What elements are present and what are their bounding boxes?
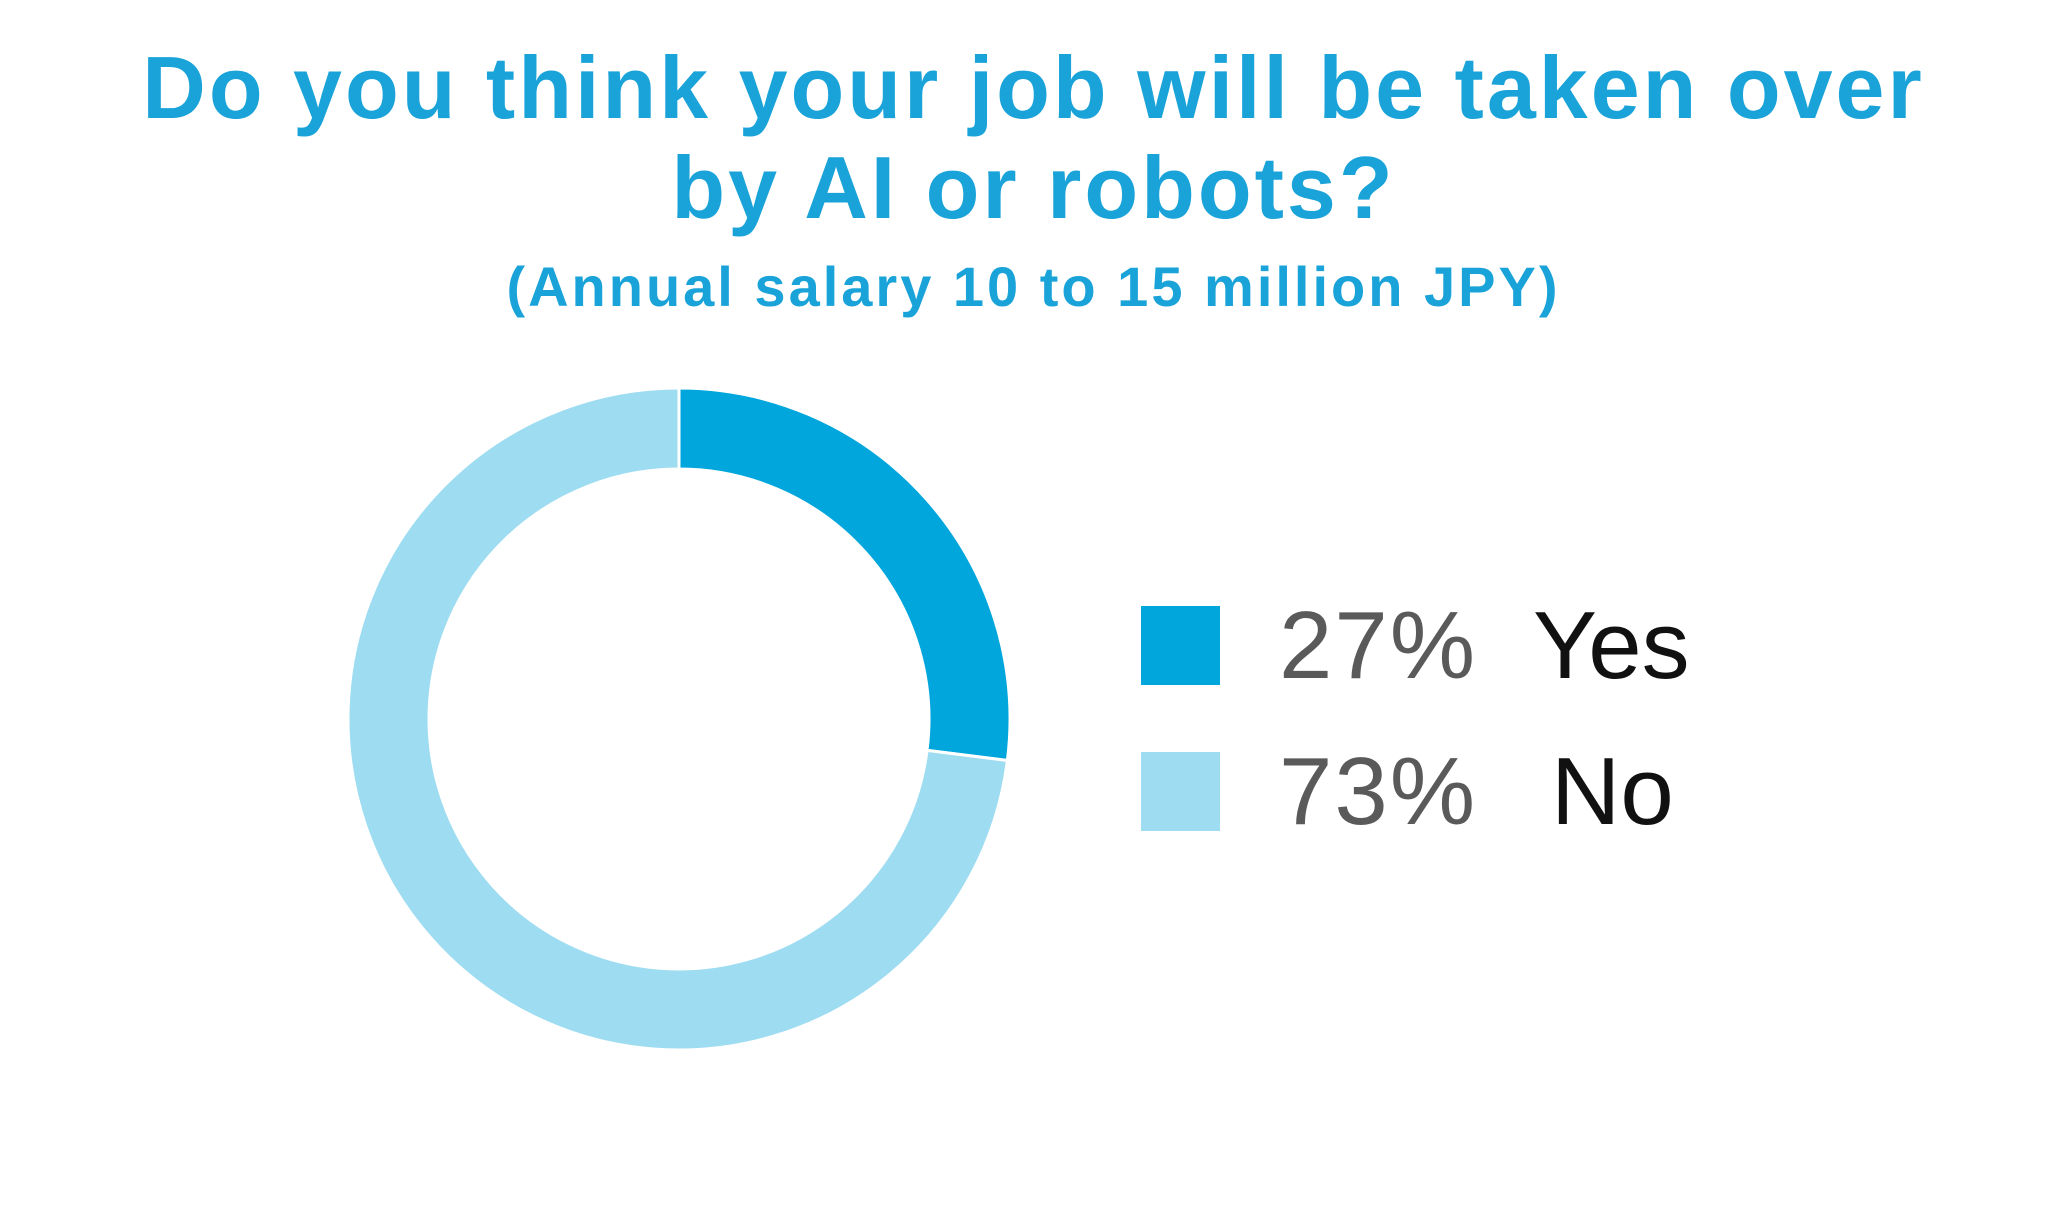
- chart-title-line-2: by AI or robots?: [671, 138, 1396, 237]
- legend-label-no: No: [1551, 738, 1674, 845]
- chart-title-block: Do you think your job will be taken over…: [0, 38, 2067, 322]
- donut-slice-yes: [677, 386, 1012, 763]
- legend-percent-yes: 27%: [1279, 592, 1478, 699]
- legend-percent-no: 73%: [1279, 738, 1478, 845]
- chart-title-line-1: Do you think your job will be taken over: [142, 38, 1925, 137]
- chart-title: Do you think your job will be taken over…: [0, 38, 2067, 238]
- chart-subtitle: (Annual salary 10 to 15 million JPY): [506, 255, 1561, 318]
- legend-swatch-no: [1141, 752, 1220, 831]
- donut-slice-no: [346, 386, 1010, 1052]
- legend-label-yes: Yes: [1533, 592, 1690, 699]
- legend-swatch-yes: [1141, 606, 1220, 685]
